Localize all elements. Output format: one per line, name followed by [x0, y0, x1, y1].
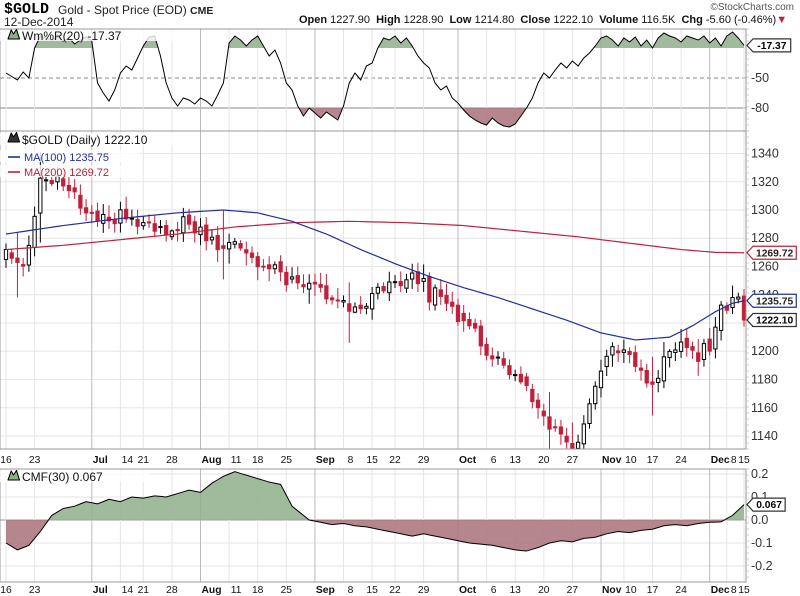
- svg-text:16: 16: [0, 455, 12, 466]
- svg-text:8: 8: [731, 455, 737, 466]
- svg-text:-17.37: -17.37: [757, 41, 786, 52]
- svg-text:10: 10: [625, 585, 637, 596]
- svg-text:-80: -80: [751, 101, 769, 115]
- svg-text:27: 27: [567, 585, 579, 596]
- svg-text:1222.10: 1222.10: [756, 316, 793, 327]
- svg-text:13: 13: [509, 585, 521, 596]
- svg-text:25: 25: [281, 585, 293, 596]
- svg-text:15: 15: [366, 455, 378, 466]
- svg-text:17: 17: [647, 455, 659, 466]
- svg-text:8: 8: [731, 585, 737, 596]
- svg-text:MA(100) 1235.75: MA(100) 1235.75: [24, 152, 109, 164]
- svg-text:6: 6: [491, 455, 497, 466]
- svg-text:29: 29: [418, 585, 430, 596]
- svg-text:23: 23: [29, 585, 41, 596]
- svg-text:Nov: Nov: [602, 455, 622, 466]
- svg-text:0.2: 0.2: [751, 467, 768, 481]
- svg-text:29: 29: [418, 455, 430, 466]
- svg-text:25: 25: [281, 455, 293, 466]
- svg-text:16: 16: [0, 585, 12, 596]
- svg-text:15: 15: [366, 585, 378, 596]
- svg-text:1235.75: 1235.75: [756, 296, 793, 307]
- svg-text:1180: 1180: [751, 373, 778, 387]
- svg-text:1160: 1160: [751, 401, 778, 415]
- svg-text:1320: 1320: [751, 175, 779, 189]
- svg-text:21: 21: [138, 455, 150, 466]
- svg-text:15: 15: [738, 585, 750, 596]
- svg-text:1200: 1200: [751, 344, 779, 358]
- svg-text:1269.72: 1269.72: [756, 248, 793, 259]
- svg-text:23: 23: [29, 455, 41, 466]
- svg-text:$GOLD (Daily) 1222.10: $GOLD (Daily) 1222.10: [22, 133, 148, 147]
- svg-text:0.067: 0.067: [756, 500, 782, 511]
- svg-text:13: 13: [509, 455, 521, 466]
- svg-text:6: 6: [491, 585, 497, 596]
- svg-text:1340: 1340: [751, 147, 779, 161]
- svg-text:1140: 1140: [751, 429, 778, 443]
- svg-text:-50: -50: [751, 71, 769, 85]
- svg-text:21: 21: [138, 585, 150, 596]
- svg-text:-0.1: -0.1: [751, 536, 773, 550]
- svg-text:CMF(30) 0.067: CMF(30) 0.067: [22, 470, 103, 484]
- svg-text:Nov: Nov: [602, 585, 622, 596]
- svg-text:10: 10: [625, 455, 637, 466]
- svg-text:Oct: Oct: [459, 455, 477, 466]
- svg-text:28: 28: [166, 455, 178, 466]
- svg-text:1300: 1300: [751, 203, 779, 217]
- svg-text:Sep: Sep: [316, 585, 335, 596]
- svg-text:11: 11: [231, 455, 242, 466]
- svg-text:Sep: Sep: [316, 455, 335, 466]
- svg-text:28: 28: [166, 585, 178, 596]
- svg-text:8: 8: [348, 455, 354, 466]
- svg-text:Aug: Aug: [202, 585, 222, 596]
- svg-text:22: 22: [389, 455, 401, 466]
- svg-text:Dec: Dec: [711, 585, 730, 596]
- svg-text:Jul: Jul: [93, 455, 108, 466]
- svg-text:17: 17: [647, 585, 659, 596]
- svg-text:18: 18: [252, 455, 264, 466]
- svg-text:22: 22: [389, 585, 401, 596]
- svg-text:Jul: Jul: [93, 585, 108, 596]
- svg-text:1260: 1260: [751, 260, 779, 274]
- svg-text:Dec: Dec: [711, 455, 730, 466]
- svg-text:14: 14: [122, 585, 134, 596]
- svg-text:Aug: Aug: [202, 455, 222, 466]
- svg-text:27: 27: [567, 455, 579, 466]
- svg-text:20: 20: [538, 455, 550, 466]
- svg-text:20: 20: [538, 585, 550, 596]
- svg-text:8: 8: [348, 585, 354, 596]
- svg-text:11: 11: [231, 585, 242, 596]
- svg-text:14: 14: [122, 455, 134, 466]
- svg-text:24: 24: [675, 455, 687, 466]
- svg-text:-0.2: -0.2: [751, 559, 773, 573]
- svg-text:18: 18: [252, 585, 264, 596]
- svg-text:15: 15: [738, 455, 750, 466]
- svg-text:1280: 1280: [751, 231, 779, 245]
- svg-text:0.0: 0.0: [751, 513, 768, 527]
- svg-text:24: 24: [675, 585, 687, 596]
- svg-text:Wm%R(20) -17.37: Wm%R(20) -17.37: [22, 29, 122, 43]
- svg-text:Oct: Oct: [459, 585, 477, 596]
- svg-text:MA(200) 1269.72: MA(200) 1269.72: [24, 167, 109, 179]
